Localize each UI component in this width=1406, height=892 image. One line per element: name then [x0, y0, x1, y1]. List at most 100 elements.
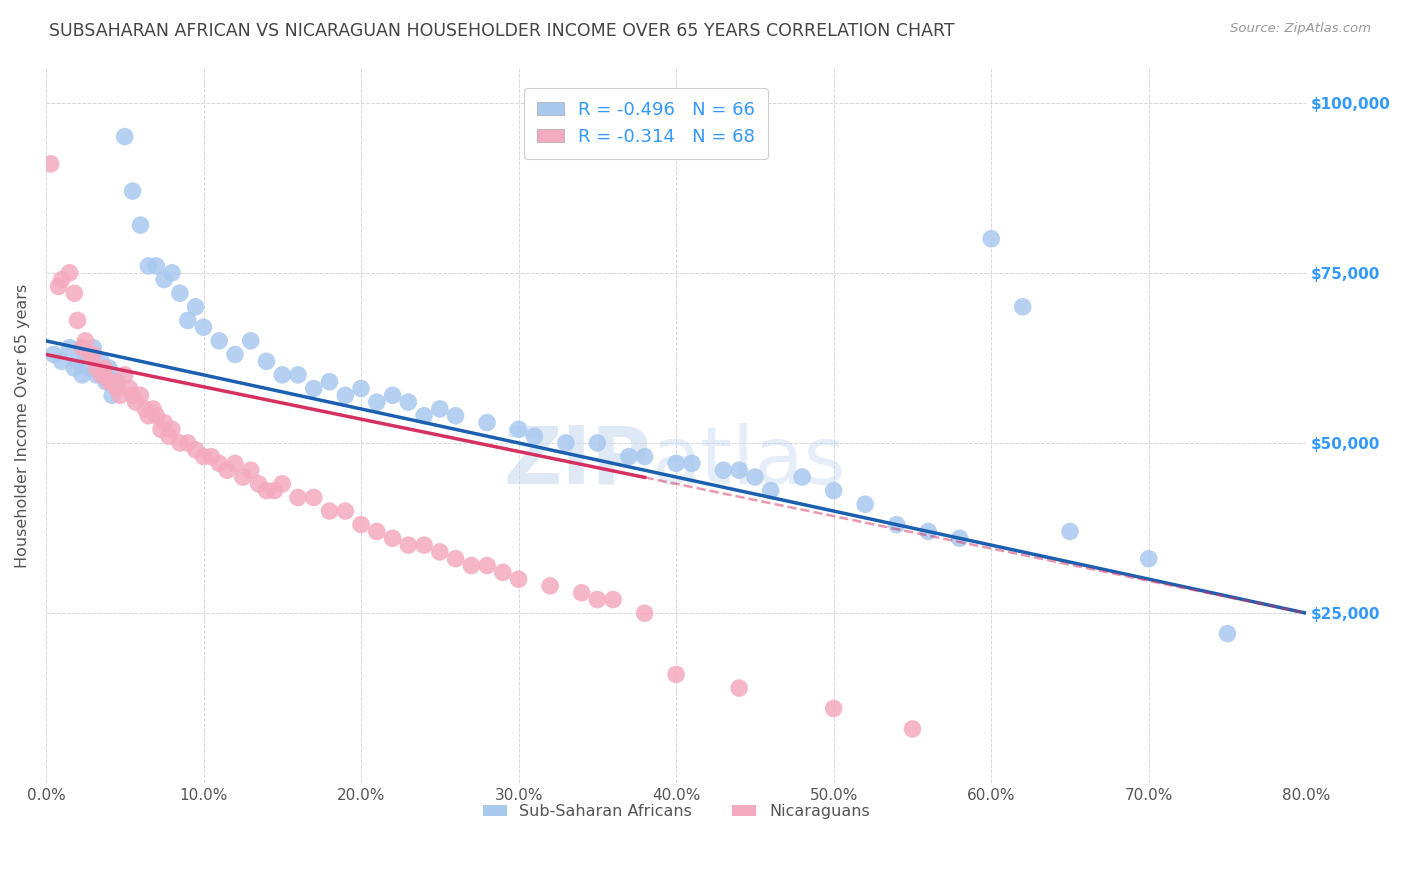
- Point: [177, 436, 200, 450]
- Point: [138, 259, 160, 273]
- Point: [366, 395, 388, 409]
- Point: [523, 429, 546, 443]
- Point: [217, 463, 239, 477]
- Point: [82, 347, 104, 361]
- Point: [271, 368, 294, 382]
- Point: [665, 457, 688, 471]
- Point: [302, 491, 325, 505]
- Point: [94, 375, 117, 389]
- Point: [98, 361, 121, 376]
- Point: [75, 347, 97, 361]
- Text: atlas: atlas: [651, 423, 845, 500]
- Point: [149, 422, 172, 436]
- Point: [208, 457, 231, 471]
- Point: [381, 388, 404, 402]
- Point: [118, 382, 141, 396]
- Point: [413, 538, 436, 552]
- Point: [193, 320, 215, 334]
- Point: [160, 422, 183, 436]
- Point: [59, 266, 82, 280]
- Point: [160, 266, 183, 280]
- Point: [79, 361, 101, 376]
- Point: [239, 334, 262, 348]
- Point: [153, 416, 176, 430]
- Point: [145, 409, 167, 423]
- Point: [153, 272, 176, 286]
- Point: [1059, 524, 1081, 539]
- Point: [224, 347, 246, 361]
- Point: [184, 442, 207, 457]
- Point: [917, 524, 939, 539]
- Point: [759, 483, 782, 498]
- Point: [66, 313, 89, 327]
- Point: [101, 375, 124, 389]
- Point: [79, 347, 101, 361]
- Point: [90, 354, 112, 368]
- Point: [350, 517, 373, 532]
- Point: [93, 361, 115, 376]
- Point: [396, 395, 419, 409]
- Point: [129, 218, 152, 232]
- Point: [586, 436, 609, 450]
- Point: [633, 606, 655, 620]
- Point: [508, 572, 530, 586]
- Point: [239, 463, 262, 477]
- Point: [475, 416, 498, 430]
- Point: [728, 681, 751, 695]
- Point: [350, 382, 373, 396]
- Point: [538, 579, 561, 593]
- Point: [744, 470, 766, 484]
- Point: [381, 531, 404, 545]
- Point: [571, 586, 593, 600]
- Point: [51, 272, 73, 286]
- Point: [39, 157, 62, 171]
- Point: [413, 409, 436, 423]
- Point: [114, 129, 136, 144]
- Point: [157, 429, 180, 443]
- Point: [823, 483, 845, 498]
- Point: [429, 545, 451, 559]
- Point: [169, 286, 191, 301]
- Point: [42, 347, 65, 361]
- Point: [728, 463, 751, 477]
- Point: [114, 368, 136, 382]
- Point: [70, 341, 93, 355]
- Point: [142, 401, 165, 416]
- Point: [101, 388, 124, 402]
- Point: [86, 368, 108, 382]
- Point: [508, 422, 530, 436]
- Point: [263, 483, 285, 498]
- Y-axis label: Householder Income Over 65 years: Householder Income Over 65 years: [15, 284, 30, 568]
- Point: [200, 450, 222, 464]
- Point: [145, 259, 167, 273]
- Point: [121, 184, 143, 198]
- Point: [366, 524, 388, 539]
- Point: [602, 592, 624, 607]
- Point: [586, 592, 609, 607]
- Point: [554, 436, 576, 450]
- Point: [224, 457, 246, 471]
- Point: [177, 313, 200, 327]
- Point: [125, 395, 148, 409]
- Point: [444, 551, 467, 566]
- Point: [444, 409, 467, 423]
- Point: [63, 286, 86, 301]
- Point: [51, 354, 73, 368]
- Point: [138, 409, 160, 423]
- Point: [129, 388, 152, 402]
- Point: [492, 566, 515, 580]
- Point: [247, 476, 270, 491]
- Point: [792, 470, 814, 484]
- Point: [66, 354, 89, 368]
- Point: [318, 504, 340, 518]
- Text: ZIP: ZIP: [503, 423, 651, 500]
- Point: [121, 388, 143, 402]
- Point: [287, 368, 309, 382]
- Point: [86, 361, 108, 376]
- Point: [105, 382, 128, 396]
- Point: [256, 354, 278, 368]
- Point: [63, 361, 86, 376]
- Point: [633, 450, 655, 464]
- Point: [59, 341, 82, 355]
- Point: [429, 401, 451, 416]
